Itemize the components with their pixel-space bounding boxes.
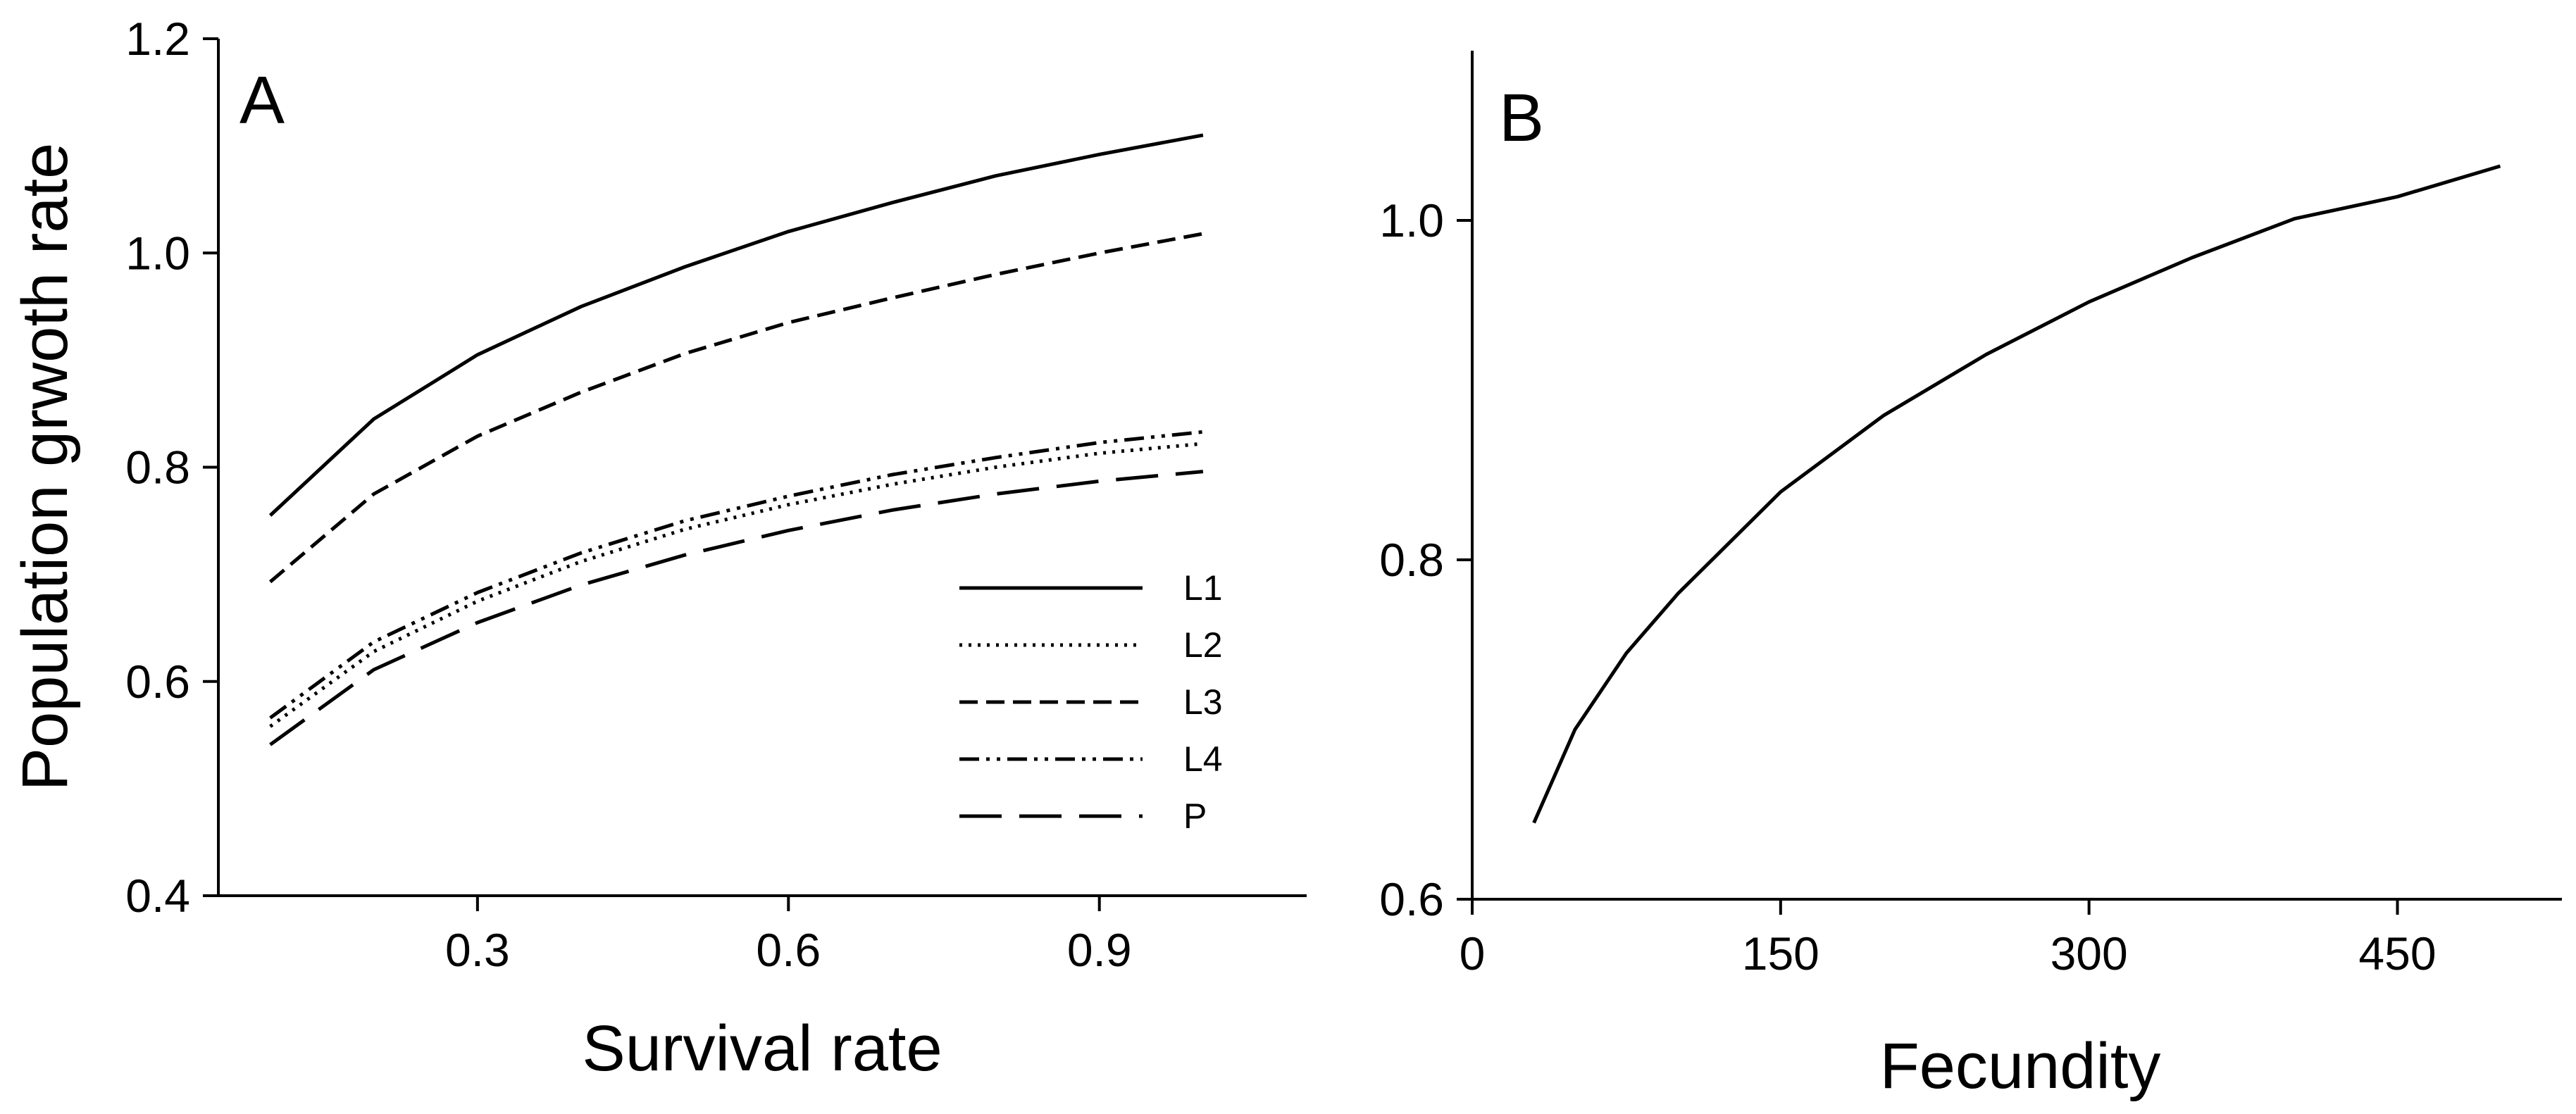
panel-a-series-l4 xyxy=(269,430,1204,720)
panel-b-y-tick-label: 0.8 xyxy=(1379,534,1444,586)
panel-b-x-tick-label: 300 xyxy=(2051,927,2128,980)
legend-label-l3: L3 xyxy=(1183,682,1223,722)
panel-b-chart: 0.6 0.8 1.0 0 150 300 450 B Fecundity xyxy=(1379,51,2562,1102)
panel-a-series xyxy=(268,133,1204,746)
panel-b-letter: B xyxy=(1499,80,1544,156)
panel-b-x-tick-label: 150 xyxy=(1742,927,1819,980)
legend-label-l2: L2 xyxy=(1183,625,1223,665)
panel-b-x-axis-title: Fecundity xyxy=(1880,1030,2161,1102)
panel-a-x-axis-title: Survival rate xyxy=(582,1013,942,1084)
panel-b-x-tick-label: 450 xyxy=(2358,927,2436,980)
panel-a-y-tick-label: 1.2 xyxy=(125,13,190,65)
legend-label-p: P xyxy=(1183,796,1207,836)
panel-a-legend: L1 L2 L3 L4 P xyxy=(959,568,1223,836)
panel-a-y-axis-title: Population grwoth rate xyxy=(9,143,81,791)
panel-a-x-tick-label: 0.9 xyxy=(1067,924,1132,976)
panel-a-x-tick-label: 0.3 xyxy=(445,924,510,976)
panel-b-axes xyxy=(1471,51,2562,901)
legend-label-l1: L1 xyxy=(1183,568,1223,608)
panel-a-chart: 0.4 0.6 0.8 1.0 1.2 0.3 0.6 0.9 A Survival rat… xyxy=(9,13,1307,1084)
panel-a-series-l2 xyxy=(269,442,1204,728)
panel-a-y-tick-label: 1.0 xyxy=(125,227,190,279)
panel-b-y-ticks: 0.6 0.8 1.0 xyxy=(1379,194,1472,925)
panel-b-x-ticks: 0 150 300 450 xyxy=(1460,899,2437,980)
panel-a-x-ticks: 0.3 0.6 0.9 xyxy=(445,896,1132,976)
panel-a-y-ticks: 0.4 0.6 0.8 1.0 1.2 xyxy=(125,13,218,922)
panel-a-y-tick-label: 0.4 xyxy=(125,870,190,922)
panel-a-series-p xyxy=(269,470,1204,746)
panel-a-y-tick-label: 0.6 xyxy=(125,656,190,708)
panel-a-letter: A xyxy=(239,63,285,138)
panel-a-x-tick-label: 0.6 xyxy=(756,924,821,976)
panel-b-y-tick-label: 1.0 xyxy=(1379,194,1444,246)
panel-b-series xyxy=(1532,164,2501,824)
legend-label-l4: L4 xyxy=(1183,739,1223,779)
panel-a-axes xyxy=(217,39,1307,897)
panel-a-series-l3 xyxy=(268,232,1204,584)
panel-b-x-tick-label: 0 xyxy=(1460,927,1486,980)
panel-a-y-tick-label: 0.8 xyxy=(125,442,190,494)
panel-b-y-tick-label: 0.6 xyxy=(1379,873,1444,925)
panel-a-series-l1 xyxy=(268,133,1204,517)
panel-b-series-curve xyxy=(1532,164,2501,824)
